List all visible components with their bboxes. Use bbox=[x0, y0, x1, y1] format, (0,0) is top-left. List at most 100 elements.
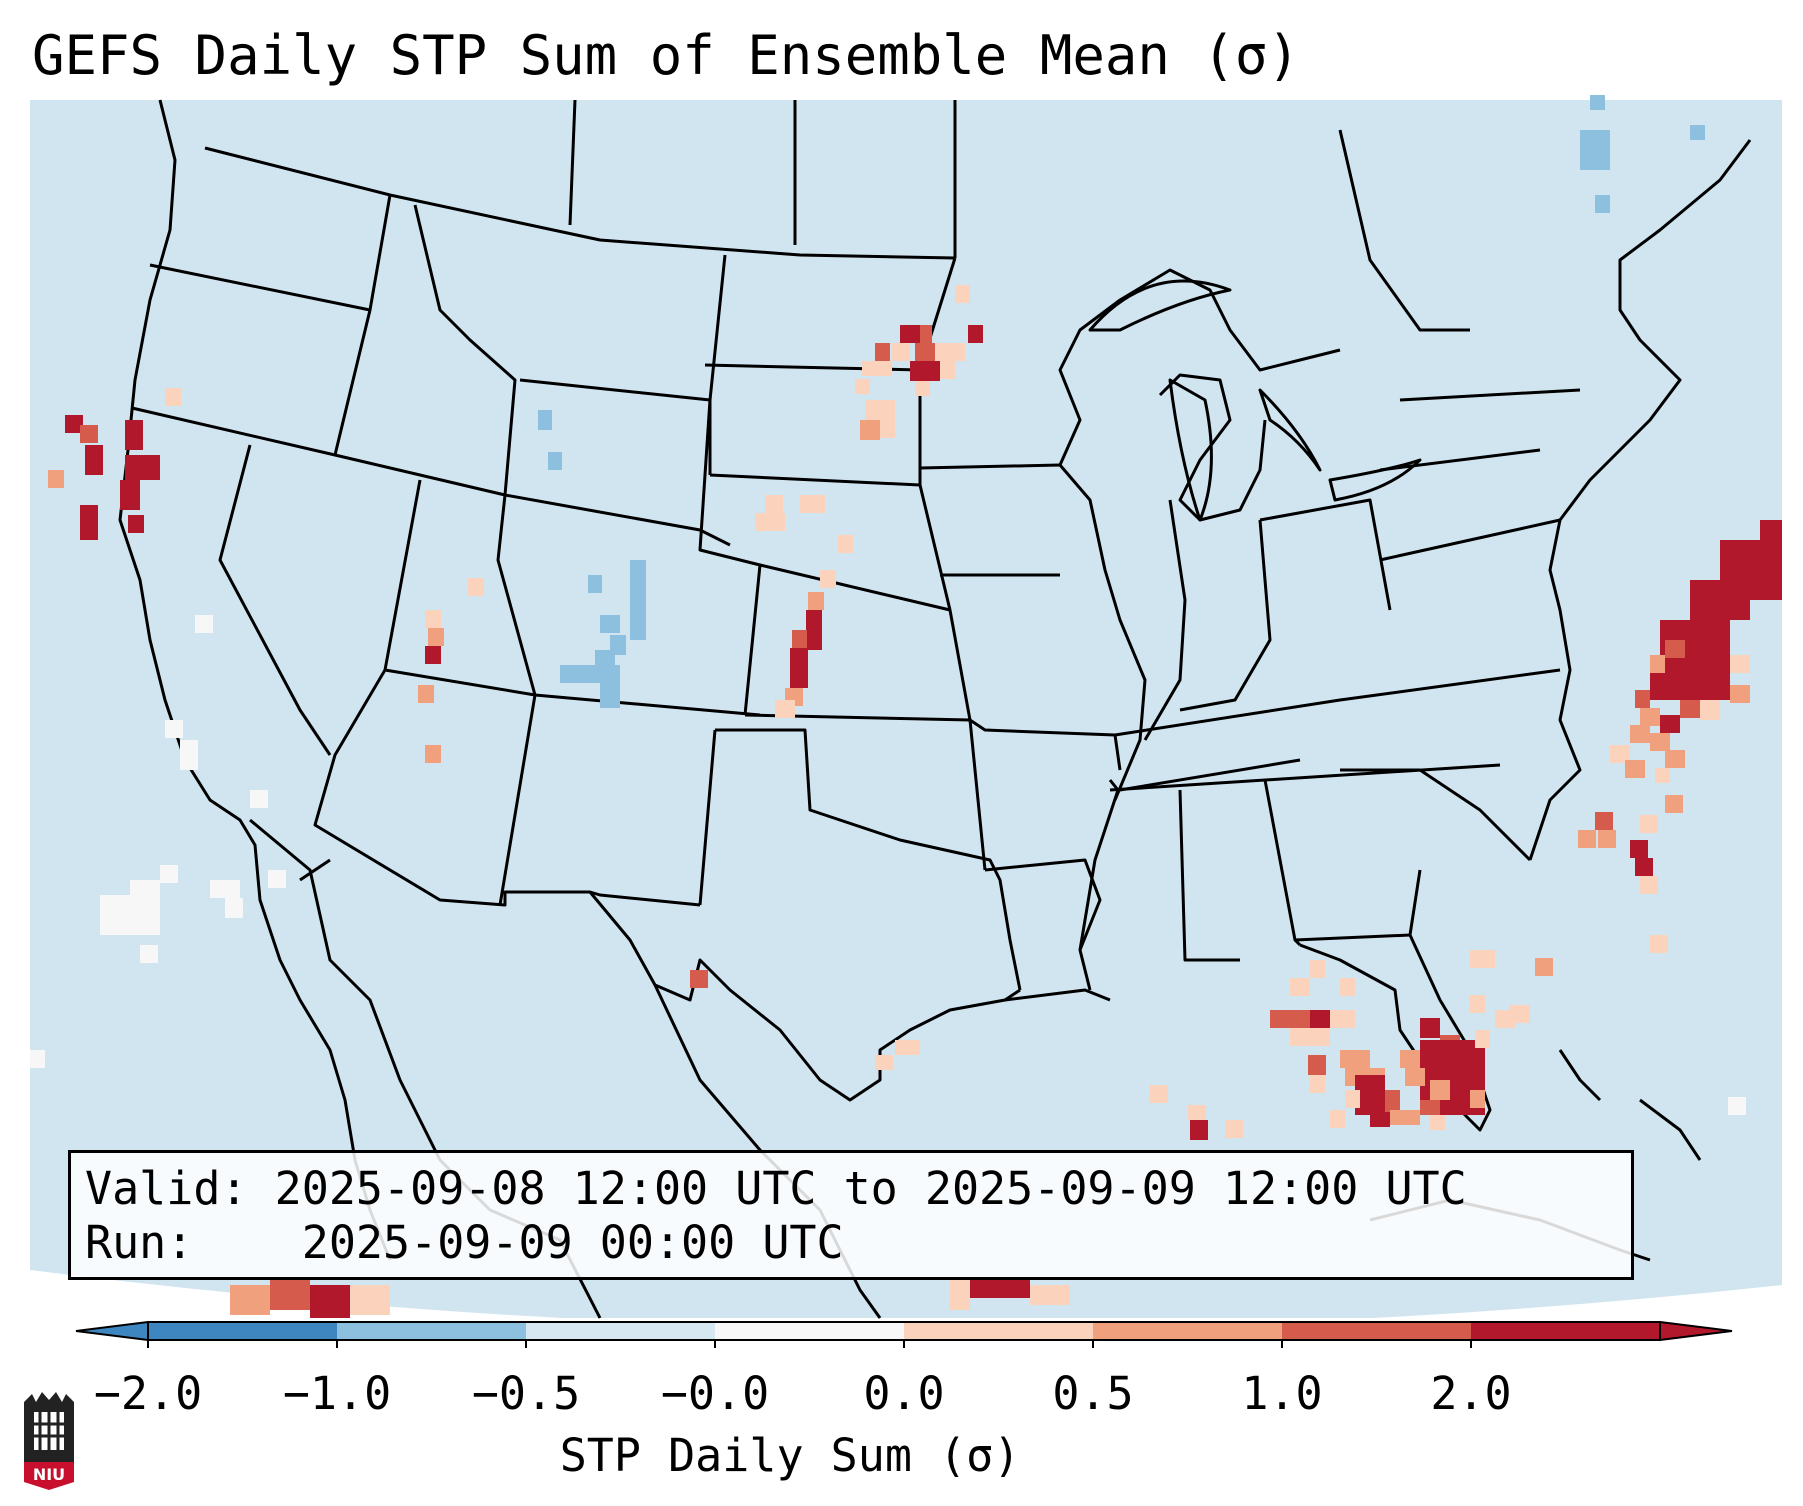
stp-cell bbox=[915, 343, 935, 361]
stp-cell bbox=[910, 361, 940, 381]
stp-cell bbox=[1640, 815, 1658, 833]
stp-cell bbox=[792, 630, 807, 648]
stp-cell bbox=[1650, 733, 1670, 751]
stp-cell bbox=[1630, 725, 1650, 743]
stp-cell bbox=[270, 1280, 310, 1310]
stp-cell bbox=[1665, 795, 1683, 813]
stp-cell bbox=[1595, 195, 1610, 213]
colorbar-tick-label: 0.0 bbox=[863, 1367, 945, 1420]
stp-cell bbox=[595, 650, 615, 665]
stp-cell bbox=[1640, 708, 1660, 726]
colorbar-segment bbox=[526, 1322, 715, 1340]
stp-cell bbox=[180, 740, 198, 770]
stp-cell bbox=[1405, 1068, 1425, 1086]
colorbar-tick-label: 2.0 bbox=[1430, 1367, 1512, 1420]
outside-projection-area bbox=[30, 1270, 1782, 1330]
stp-cell bbox=[418, 685, 434, 703]
stp-cell bbox=[1190, 1120, 1208, 1140]
stp-cell bbox=[548, 452, 562, 470]
stp-cell bbox=[1430, 1080, 1450, 1100]
stp-cell bbox=[800, 495, 825, 513]
stp-cell bbox=[865, 400, 895, 420]
colorbar-tick-label: 0.5 bbox=[1052, 1367, 1134, 1420]
stp-cell bbox=[895, 1040, 920, 1055]
stp-cell bbox=[65, 415, 83, 433]
stp-cell bbox=[250, 790, 268, 808]
colorbar-segment bbox=[148, 1322, 337, 1340]
stp-cell bbox=[1390, 1110, 1420, 1125]
stp-cell bbox=[48, 470, 64, 488]
stp-cell bbox=[125, 420, 143, 450]
stp-cell bbox=[1510, 1005, 1530, 1023]
run-time-line: Run: 2025-09-09 00:00 UTC bbox=[85, 1217, 844, 1269]
stp-cell bbox=[1470, 1090, 1485, 1108]
stp-cell bbox=[80, 425, 98, 443]
stp-cell bbox=[1610, 745, 1630, 763]
stp-cell bbox=[165, 720, 183, 738]
stp-cell bbox=[1635, 858, 1653, 876]
stp-cell bbox=[425, 646, 441, 664]
stp-cell bbox=[1690, 670, 1730, 700]
validity-info-box: Valid: 2025-09-08 12:00 UTC to 2025-09-0… bbox=[68, 1150, 1634, 1280]
stp-cell bbox=[1310, 1075, 1325, 1093]
stp-cell bbox=[860, 420, 880, 440]
stp-cell bbox=[1700, 700, 1720, 720]
stp-cell bbox=[1400, 1050, 1420, 1068]
stp-cell bbox=[968, 325, 983, 343]
stp-cell bbox=[1270, 1010, 1310, 1028]
stp-cell bbox=[120, 480, 140, 510]
colorbar-segment bbox=[1282, 1322, 1471, 1340]
stp-cell bbox=[1578, 830, 1596, 848]
stp-cell bbox=[310, 1285, 350, 1318]
stp-cell bbox=[1225, 1120, 1243, 1138]
stp-cell bbox=[765, 495, 783, 513]
stp-cell bbox=[1690, 125, 1705, 140]
stp-cell bbox=[468, 578, 484, 596]
stp-cell bbox=[1150, 1085, 1168, 1103]
stp-cell bbox=[165, 388, 181, 406]
stp-cell bbox=[1030, 1285, 1070, 1305]
colorbar-segment bbox=[715, 1322, 904, 1340]
stp-cell bbox=[1728, 1097, 1746, 1115]
stp-cell bbox=[1188, 1105, 1206, 1120]
stp-cell bbox=[862, 361, 892, 376]
stp-cell bbox=[1760, 520, 1782, 545]
stp-cell bbox=[588, 575, 602, 593]
stp-cell bbox=[1640, 876, 1658, 894]
colorbar-segment bbox=[904, 1322, 1093, 1340]
stp-cell bbox=[100, 895, 160, 935]
stp-cell bbox=[1655, 768, 1670, 783]
stp-cell bbox=[195, 615, 213, 633]
colorbar-segment bbox=[1471, 1322, 1660, 1340]
stp-cell bbox=[1660, 715, 1680, 733]
stp-cell bbox=[1385, 1090, 1400, 1115]
stp-cell bbox=[1420, 1100, 1440, 1115]
stp-cell bbox=[225, 898, 243, 918]
stp-cell bbox=[85, 445, 103, 475]
stp-cell bbox=[210, 880, 240, 898]
stp-cell bbox=[1650, 655, 1665, 673]
stp-cell bbox=[915, 381, 930, 396]
stp-cell bbox=[1475, 1030, 1490, 1048]
stp-cell bbox=[1590, 95, 1605, 110]
stp-cell bbox=[855, 379, 870, 394]
stp-cell bbox=[950, 1280, 970, 1310]
stp-cell bbox=[1690, 580, 1750, 620]
logo-emblem bbox=[24, 1392, 74, 1490]
stp-cell bbox=[1330, 1010, 1355, 1028]
stp-cell bbox=[1665, 640, 1685, 658]
stp-cell bbox=[1535, 958, 1553, 976]
colorbar-tick-label: 1.0 bbox=[1241, 1367, 1323, 1420]
stp-cell bbox=[690, 970, 708, 988]
stp-cell bbox=[1290, 1028, 1330, 1046]
stp-cell bbox=[1665, 750, 1685, 768]
colorbar-extend-low bbox=[75, 1320, 149, 1342]
stp-cell bbox=[1340, 1050, 1370, 1068]
chart-title: GEFS Daily STP Sum of Ensemble Mean (σ) bbox=[32, 24, 1300, 87]
colorbar-segment bbox=[1093, 1322, 1282, 1340]
stp-cell bbox=[560, 665, 620, 683]
stp-cell bbox=[80, 505, 98, 540]
stp-cell bbox=[1345, 1090, 1360, 1108]
stp-cell bbox=[1310, 960, 1325, 978]
